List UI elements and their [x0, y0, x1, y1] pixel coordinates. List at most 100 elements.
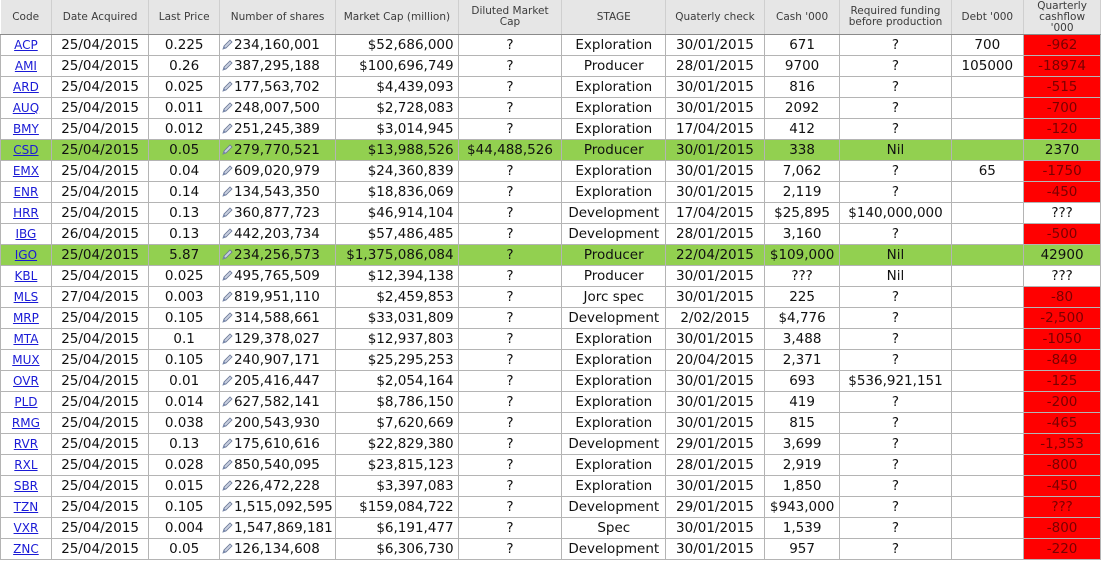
quarterly-check-cell[interactable]: 30/01/2015: [665, 97, 765, 119]
market-cap-cell[interactable]: $22,829,380: [335, 433, 459, 455]
quarterly-check-cell[interactable]: 28/01/2015: [665, 55, 765, 77]
cash-cell[interactable]: 412: [763, 118, 841, 140]
last-price-cell[interactable]: 0.014: [148, 391, 220, 413]
market-cap-cell[interactable]: $12,937,803: [335, 328, 459, 350]
required-funding-cell[interactable]: ?: [839, 391, 952, 413]
date-acquired-cell[interactable]: 25/04/2015: [50, 328, 150, 350]
header-cash[interactable]: Cash '000: [764, 0, 841, 35]
code-link[interactable]: MRP: [0, 307, 52, 329]
debt-cell[interactable]: [950, 97, 1025, 119]
cashflow-cell[interactable]: -120: [1023, 118, 1101, 140]
stage-cell[interactable]: Development: [561, 496, 667, 518]
date-acquired-cell[interactable]: 25/04/2015: [50, 391, 150, 413]
quarterly-check-cell[interactable]: 30/01/2015: [665, 34, 765, 56]
quarterly-check-cell[interactable]: 30/01/2015: [665, 412, 765, 434]
shares-cell[interactable]: 240,907,171: [218, 349, 337, 371]
cash-cell[interactable]: $25,895: [763, 202, 841, 224]
quarterly-check-cell[interactable]: 17/04/2015: [665, 202, 765, 224]
cash-cell[interactable]: $4,776: [763, 307, 841, 329]
market-cap-cell[interactable]: $24,360,839: [335, 160, 459, 182]
quarterly-check-cell[interactable]: 29/01/2015: [665, 496, 765, 518]
shares-cell[interactable]: 627,582,141: [218, 391, 337, 413]
required-funding-cell[interactable]: ?: [839, 433, 952, 455]
shares-cell[interactable]: 1,547,869,181: [218, 517, 337, 539]
date-acquired-cell[interactable]: 25/04/2015: [50, 307, 150, 329]
required-funding-cell[interactable]: ?: [839, 97, 952, 119]
debt-cell[interactable]: [950, 181, 1025, 203]
date-acquired-cell[interactable]: 25/04/2015: [50, 97, 150, 119]
quarterly-check-cell[interactable]: 28/01/2015: [665, 223, 765, 245]
code-link[interactable]: HRR: [0, 202, 52, 224]
quarterly-check-cell[interactable]: 30/01/2015: [665, 265, 765, 287]
header-code[interactable]: Code: [0, 0, 52, 35]
stage-cell[interactable]: Development: [561, 223, 667, 245]
header-diluted-market-cap[interactable]: Diluted Market Cap: [458, 0, 563, 35]
last-price-cell[interactable]: 0.015: [148, 475, 220, 497]
code-link[interactable]: IBG: [0, 223, 52, 245]
date-acquired-cell[interactable]: 25/04/2015: [50, 517, 150, 539]
debt-cell[interactable]: [950, 454, 1025, 476]
debt-cell[interactable]: [950, 202, 1025, 224]
last-price-cell[interactable]: 0.13: [148, 202, 220, 224]
debt-cell[interactable]: [950, 286, 1025, 308]
cashflow-cell[interactable]: -450: [1023, 181, 1101, 203]
last-price-cell[interactable]: 0.13: [148, 223, 220, 245]
code-link[interactable]: EMX: [0, 160, 52, 182]
quarterly-check-cell[interactable]: 17/04/2015: [665, 118, 765, 140]
diluted-market-cap-cell[interactable]: ?: [457, 349, 563, 371]
date-acquired-cell[interactable]: 25/04/2015: [50, 160, 150, 182]
date-acquired-cell[interactable]: 25/04/2015: [50, 181, 150, 203]
header-last-price[interactable]: Last Price: [148, 0, 220, 35]
required-funding-cell[interactable]: ?: [839, 517, 952, 539]
cash-cell[interactable]: 2092: [763, 97, 841, 119]
diluted-market-cap-cell[interactable]: ?: [457, 517, 563, 539]
stage-cell[interactable]: Exploration: [561, 160, 667, 182]
stage-cell[interactable]: Development: [561, 307, 667, 329]
debt-cell[interactable]: [950, 76, 1025, 98]
diluted-market-cap-cell[interactable]: ?: [457, 412, 563, 434]
market-cap-cell[interactable]: $159,084,722: [335, 496, 459, 518]
required-funding-cell[interactable]: ?: [839, 538, 952, 560]
quarterly-check-cell[interactable]: 2/02/2015: [665, 307, 765, 329]
market-cap-cell[interactable]: $2,054,164: [335, 370, 459, 392]
required-funding-cell[interactable]: ?: [839, 55, 952, 77]
required-funding-cell[interactable]: Nil: [839, 244, 952, 266]
last-price-cell[interactable]: 0.14: [148, 181, 220, 203]
stage-cell[interactable]: Jorc spec: [561, 286, 667, 308]
last-price-cell[interactable]: 0.105: [148, 349, 220, 371]
shares-cell[interactable]: 1,515,092,595: [218, 496, 337, 518]
code-link[interactable]: MTA: [0, 328, 52, 350]
required-funding-cell[interactable]: ?: [839, 475, 952, 497]
header-debt[interactable]: Debt '000: [951, 0, 1025, 35]
date-acquired-cell[interactable]: 25/04/2015: [50, 118, 150, 140]
cash-cell[interactable]: 419: [763, 391, 841, 413]
required-funding-cell[interactable]: ?: [839, 118, 952, 140]
code-link[interactable]: PLD: [0, 391, 52, 413]
debt-cell[interactable]: [950, 139, 1025, 161]
stage-cell[interactable]: Exploration: [561, 349, 667, 371]
stage-cell[interactable]: Exploration: [561, 118, 667, 140]
required-funding-cell[interactable]: Nil: [839, 265, 952, 287]
quarterly-check-cell[interactable]: 20/04/2015: [665, 349, 765, 371]
debt-cell[interactable]: [950, 349, 1025, 371]
required-funding-cell[interactable]: ?: [839, 496, 952, 518]
cash-cell[interactable]: 2,919: [763, 454, 841, 476]
stage-cell[interactable]: Producer: [561, 244, 667, 266]
quarterly-check-cell[interactable]: 22/04/2015: [665, 244, 765, 266]
last-price-cell[interactable]: 0.05: [148, 538, 220, 560]
last-price-cell[interactable]: 0.105: [148, 307, 220, 329]
required-funding-cell[interactable]: ?: [839, 307, 952, 329]
cashflow-cell[interactable]: -220: [1023, 538, 1101, 560]
shares-cell[interactable]: 205,416,447: [218, 370, 337, 392]
shares-cell[interactable]: 248,007,500: [218, 97, 337, 119]
code-link[interactable]: AMI: [0, 55, 52, 77]
shares-cell[interactable]: 126,134,608: [218, 538, 337, 560]
cashflow-cell[interactable]: -125: [1023, 370, 1101, 392]
quarterly-check-cell[interactable]: 30/01/2015: [665, 181, 765, 203]
cashflow-cell[interactable]: -849: [1023, 349, 1101, 371]
market-cap-cell[interactable]: $2,459,853: [335, 286, 459, 308]
cashflow-cell[interactable]: -962: [1023, 34, 1101, 56]
code-link[interactable]: RXL: [0, 454, 52, 476]
market-cap-cell[interactable]: $57,486,485: [335, 223, 459, 245]
cash-cell[interactable]: 3,160: [763, 223, 841, 245]
